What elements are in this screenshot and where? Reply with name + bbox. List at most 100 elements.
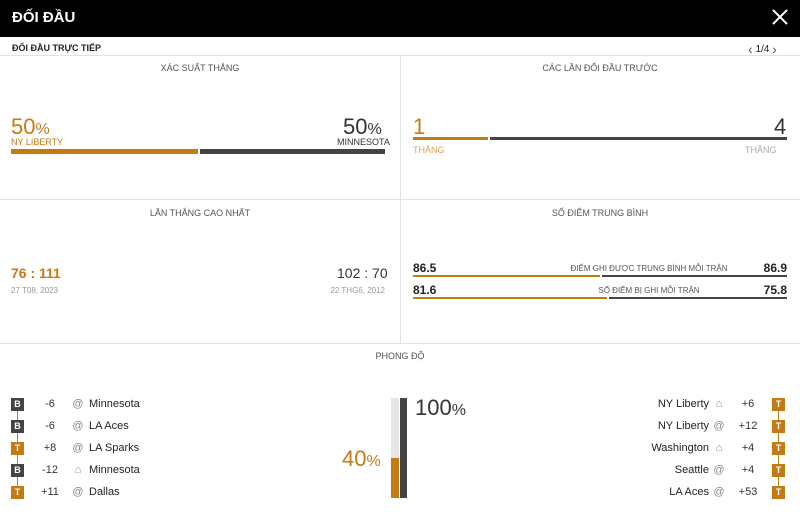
result-badge: T — [772, 398, 785, 411]
divider — [400, 200, 401, 343]
away-biggest-win-score: 102 : 70 — [337, 265, 388, 281]
divider — [0, 343, 800, 344]
at-icon: @ — [713, 420, 725, 432]
score-diff: -6 — [45, 398, 55, 410]
close-icon[interactable] — [771, 8, 789, 26]
connector — [17, 455, 18, 464]
avg-conceded-label: SỐ ĐIỂM BỊ GHI MỖI TRẬN — [598, 286, 700, 295]
opponent-name: Minnesota — [89, 398, 140, 410]
home-form-bar — [391, 458, 399, 498]
avg-points-title: SỐ ĐIỂM TRUNG BÌNH — [551, 208, 649, 218]
opponent-name: LA Sparks — [89, 442, 140, 454]
at-icon: @ — [72, 442, 84, 454]
home-avg-conceded-bar — [413, 297, 607, 299]
page-title: ĐỐI ĐẦU — [12, 9, 76, 26]
home-avg-conceded: 81.6 — [413, 283, 437, 297]
chevron-right-icon[interactable]: › — [772, 41, 777, 57]
opponent-name: NY Liberty — [657, 420, 709, 432]
section-title: ĐỐI ĐẦU TRỰC TIẾP — [12, 43, 101, 53]
page-indicator: 1/4 — [755, 43, 770, 55]
at-icon: @ — [713, 464, 725, 476]
home-prob-bar — [11, 149, 198, 154]
away-win-prob: 50% — [343, 114, 382, 139]
avg-row-scored: 86.5 ĐIỂM GHI ĐƯỢC TRUNG BÌNH MỖI TRẬN 8… — [413, 260, 787, 280]
opponent-name: Washington — [651, 442, 709, 454]
previous-title: CÁC LẦN ĐỐI ĐẦU TRƯỚC — [542, 63, 658, 73]
divider — [400, 56, 401, 199]
score-diff: +8 — [43, 442, 57, 454]
biggest-win-title: LẦN THẮNG CAO NHẤT — [149, 208, 251, 218]
opponent-name: Dallas — [89, 486, 120, 498]
result-badge: T — [772, 464, 785, 477]
home-biggest-win-score: 76 : 111 — [11, 265, 61, 281]
at-icon: @ — [72, 420, 84, 432]
score-diff: +12 — [738, 420, 758, 432]
result-badge: B — [11, 420, 24, 433]
result-badge: T — [772, 420, 785, 433]
at-icon: @ — [72, 486, 84, 498]
score-diff: +11 — [41, 486, 59, 498]
connector — [17, 411, 18, 420]
divider — [0, 55, 800, 56]
home-wins-label: THẮNG — [413, 145, 445, 155]
away-wins-bar — [490, 137, 787, 140]
home-icon: ⌂ — [715, 398, 723, 410]
away-avg-scored-bar — [602, 275, 787, 277]
score-diff: +4 — [741, 464, 755, 476]
avg-scored-label: ĐIỂM GHI ĐƯỢC TRUNG BÌNH MỖI TRẬN — [570, 264, 728, 273]
opponent-name: Seattle — [674, 464, 709, 476]
result-badge: B — [11, 398, 24, 411]
result-badge: B — [11, 464, 24, 477]
home-form-pct: 40% — [342, 446, 381, 471]
away-form-bar — [400, 398, 407, 498]
connector — [778, 455, 779, 464]
connector — [17, 433, 18, 442]
result-badge: T — [11, 486, 24, 499]
away-wins-label: THẮNG — [745, 145, 777, 155]
away-team-label: MINNESOTA — [337, 137, 390, 147]
home-avg-scored-bar — [413, 275, 600, 277]
home-wins: 1 — [413, 114, 426, 139]
form-title: PHONG ĐỘ — [375, 351, 425, 361]
opponent-name: NY Liberty — [657, 398, 709, 410]
score-diff: +4 — [741, 442, 755, 454]
score-diff: -6 — [45, 420, 55, 432]
win-prob-title: XÁC SUẤT THẮNG — [160, 63, 240, 73]
away-avg-conceded-bar — [609, 297, 787, 299]
chevron-left-icon[interactable]: ‹ — [748, 41, 753, 57]
result-badge: T — [772, 442, 785, 455]
home-win-prob: 50% — [11, 114, 50, 139]
away-avg-conceded: 75.8 — [763, 283, 787, 297]
home-team-label: NY LIBERTY — [11, 137, 64, 147]
avg-row-conceded: 81.6 SỐ ĐIỂM BỊ GHI MỖI TRẬN 75.8 — [413, 282, 787, 302]
away-prob-bar — [200, 149, 385, 154]
home-icon: ⌂ — [74, 464, 82, 476]
result-badge: T — [11, 442, 24, 455]
away-biggest-win-date: 22 THG6, 2012 — [330, 286, 385, 295]
away-wins: 4 — [774, 114, 787, 139]
divider — [0, 199, 800, 200]
connector — [17, 477, 18, 486]
opponent-name: LA Aces — [669, 486, 709, 498]
score-diff: +6 — [741, 398, 755, 410]
home-biggest-win-date: 27 T08, 2023 — [11, 286, 59, 295]
pager: ‹ 1/4 › — [748, 41, 777, 57]
at-icon: @ — [72, 398, 84, 410]
connector — [778, 477, 779, 486]
top-bar: ĐỐI ĐẦU — [0, 0, 800, 37]
opponent-name: LA Aces — [89, 420, 129, 432]
home-avg-scored: 86.5 — [413, 261, 437, 275]
home-wins-bar — [413, 137, 488, 140]
away-avg-scored: 86.9 — [763, 261, 787, 275]
home-form-bar-track — [391, 398, 399, 498]
connector — [778, 411, 779, 420]
home-icon: ⌂ — [715, 442, 723, 454]
connector — [778, 433, 779, 442]
away-form-pct: 100% — [415, 395, 466, 420]
away-form-bar-track — [400, 398, 407, 498]
score-diff: +53 — [738, 486, 758, 498]
at-icon: @ — [713, 486, 725, 498]
opponent-name: Minnesota — [89, 464, 140, 476]
result-badge: T — [772, 486, 785, 499]
score-diff: -12 — [42, 464, 58, 476]
